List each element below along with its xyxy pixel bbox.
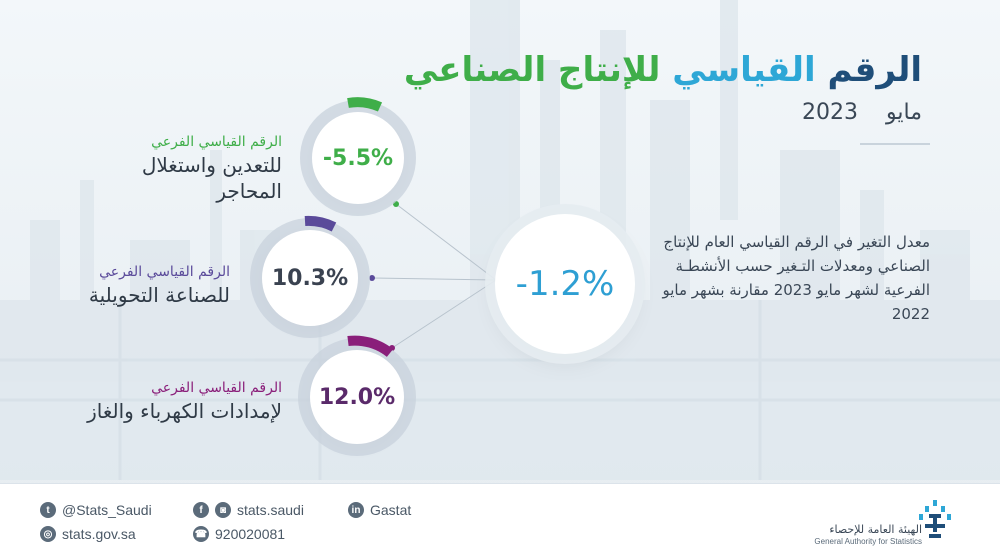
ring-arc-mining <box>347 97 383 112</box>
index-label-manufacturing: الرقم القياسي الفرعي للصناعة التحويلية <box>89 262 230 308</box>
phone-icon: ☎ <box>193 526 209 542</box>
report-date: مايو 2023 <box>802 100 922 125</box>
index-ring-manufacturing: 10.3% <box>262 215 358 326</box>
title-part-1: الرقم <box>815 50 922 90</box>
footer-phone[interactable]: ☎ 920020081 <box>193 526 285 542</box>
index-value-manufacturing: 10.3% <box>271 265 349 291</box>
org-name-english: General Authority for Statistics <box>814 537 922 546</box>
ring-arc-electricity <box>347 335 394 358</box>
center-ring: -1.2% <box>495 214 635 354</box>
index-value-mining: -5.5% <box>322 145 394 171</box>
gastat-logo-icon <box>919 500 951 538</box>
facebook-icon: f <box>193 502 209 518</box>
footer-twitter[interactable]: t @Stats_Saudi <box>40 502 152 518</box>
index-value-electricity: 12.0% <box>318 384 396 410</box>
date-month: مايو <box>886 100 922 125</box>
center-value: -1.2% <box>515 264 615 304</box>
date-year: 2023 <box>802 100 859 125</box>
index-mainlabel-electricity: لإمدادات الكهرباء والغاز <box>87 399 282 423</box>
org-name: الهيئة العامة للإحصاء General Authority … <box>814 523 922 546</box>
ring-arc-manufacturing <box>304 215 337 232</box>
index-mainlabel-mining-1: للتعدين واستغلال <box>141 153 282 177</box>
linkedin-icon: in <box>348 502 364 518</box>
website-link[interactable]: stats.gov.sa <box>62 526 136 542</box>
title-part-2: القياسي <box>660 50 816 90</box>
index-mainlabel-mining-2: المحاجر <box>216 179 282 203</box>
footer-website[interactable]: ◎ stats.gov.sa <box>40 526 136 542</box>
org-name-arabic: الهيئة العامة للإحصاء <box>829 523 922 536</box>
footer <box>0 483 1000 558</box>
index-sublabel-mining: الرقم القياسي الفرعي <box>151 134 282 150</box>
index-ring-electricity: 12.0% <box>310 335 404 444</box>
social-handle[interactable]: stats.saudi <box>237 502 304 518</box>
description-text: معدل التغير في الرقم القياسي العام للإنت… <box>662 233 930 323</box>
index-label-electricity: الرقم القياسي الفرعي لإمدادات الكهرباء و… <box>87 378 282 424</box>
index-ring-mining: -5.5% <box>312 97 404 204</box>
index-mainlabel-manufacturing: للصناعة التحويلية <box>88 283 230 307</box>
index-sublabel-manufacturing: الرقم القياسي الفرعي <box>99 264 230 280</box>
index-sublabel-electricity: الرقم القياسي الفرعي <box>151 380 282 396</box>
linkedin-handle[interactable]: Gastat <box>370 502 412 518</box>
title-divider <box>860 143 930 145</box>
twitter-handle[interactable]: @Stats_Saudi <box>62 502 152 518</box>
phone-number[interactable]: 920020081 <box>215 526 286 542</box>
page-title: الرقم القياسي للإنتاج الصناعي <box>404 48 922 92</box>
footer-linkedin[interactable]: in Gastat <box>348 502 411 518</box>
title-part-3: للإنتاج الصناعي <box>403 50 661 90</box>
footer-facebook-instagram[interactable]: f ◙ stats.saudi <box>193 502 304 518</box>
twitter-icon: t <box>40 502 56 518</box>
globe-icon: ◎ <box>40 526 56 542</box>
instagram-icon: ◙ <box>215 502 231 518</box>
index-label-mining: الرقم القياسي الفرعي للتعدين واستغلال ال… <box>142 132 282 204</box>
